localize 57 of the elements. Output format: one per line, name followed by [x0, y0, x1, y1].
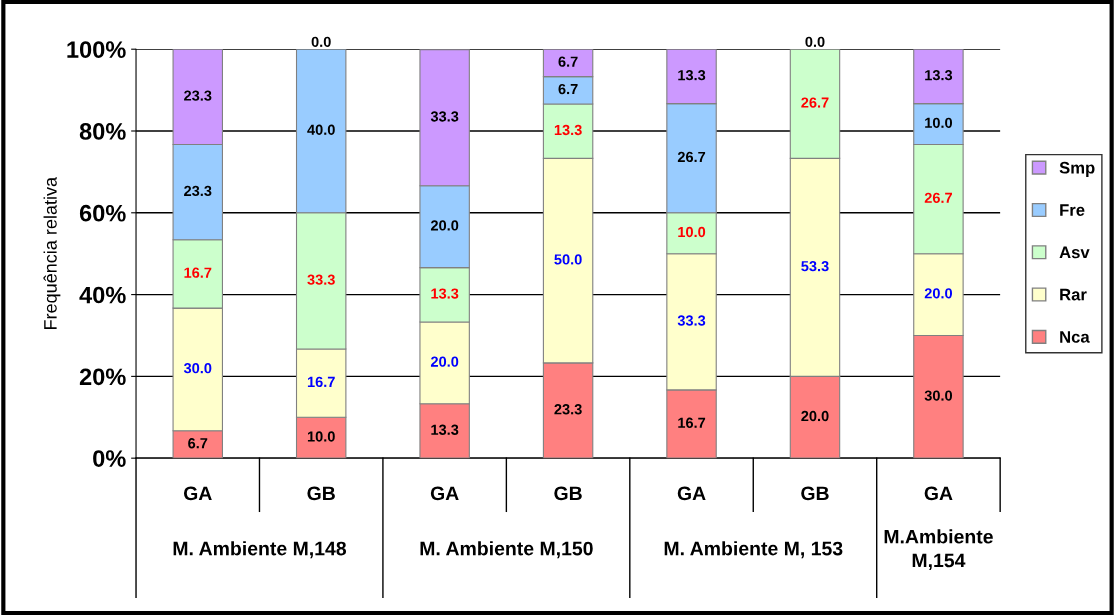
y-tick-label: 0%: [93, 450, 126, 467]
legend-label: Asv: [1059, 246, 1090, 259]
y-tick-label: 80%: [79, 123, 126, 140]
y-tick-label: 100%: [67, 41, 126, 58]
text: M. Ambiente M, 153: [664, 541, 843, 559]
x-tick-label: GB: [801, 486, 829, 501]
legend-label: Smp: [1059, 161, 1095, 177]
data-label: 20.0: [924, 288, 953, 299]
data-label: 0.0: [805, 36, 825, 47]
data-label: 13.3: [554, 124, 582, 136]
x-tick-label: GA: [430, 486, 459, 501]
text: M. Ambiente M,150: [420, 541, 593, 559]
y-tick-label: 20%: [79, 368, 126, 386]
data-label: 10.0: [925, 117, 953, 128]
legend-label: Fre: [1060, 204, 1085, 216]
data-label: 13.3: [431, 424, 459, 435]
data-label: 33.3: [430, 111, 459, 122]
data-label: 50.0: [554, 254, 582, 265]
y-tick-label: 60%: [79, 204, 126, 222]
text: M.Ambiente M,154: [884, 529, 993, 571]
data-label: 26.7: [924, 192, 952, 203]
data-label: 33.3: [307, 274, 335, 285]
data-label: 10.0: [678, 226, 706, 238]
data-label: 13.3: [431, 288, 459, 299]
data-label: 6.7: [188, 438, 208, 449]
x-tick-label: GA: [183, 486, 212, 501]
data-label: 6.7: [558, 83, 578, 95]
legend-label: Rar: [1060, 288, 1087, 301]
x-tick-label: GA: [677, 486, 706, 501]
data-label: 13.3: [925, 69, 953, 81]
x-tick-label: GB: [554, 486, 582, 501]
data-label: 23.3: [554, 404, 582, 415]
data-label: 23.3: [184, 185, 212, 197]
data-label: 40.0: [307, 124, 335, 135]
data-label: 20.0: [430, 356, 459, 367]
data-label: 33.3: [677, 315, 706, 326]
data-label: 20.0: [430, 220, 459, 231]
data-label: 13.3: [678, 69, 706, 81]
data-label: 23.3: [184, 90, 212, 101]
text: M. Ambiente M,148: [173, 541, 347, 559]
data-label: 53.3: [801, 260, 829, 272]
x-tick-label: GB: [307, 486, 335, 501]
legend-label: Nca: [1060, 331, 1090, 343]
y-tick-label: 40%: [79, 286, 126, 304]
data-label: 16.7: [184, 267, 212, 278]
data-label: 26.7: [801, 97, 829, 108]
data-label: 30.0: [924, 390, 953, 401]
data-label: 26.7: [677, 151, 706, 163]
data-label: 30.0: [183, 363, 212, 374]
y-axis-title: Frequência relativa: [43, 176, 61, 329]
data-label: 16.7: [307, 376, 335, 388]
data-label: 0.0: [311, 36, 331, 47]
data-label: 20.0: [801, 410, 829, 422]
data-label: 6.7: [558, 56, 578, 67]
data-label: 10.0: [307, 431, 335, 442]
x-tick-label: GA: [924, 486, 953, 501]
data-label: 16.7: [678, 417, 706, 428]
